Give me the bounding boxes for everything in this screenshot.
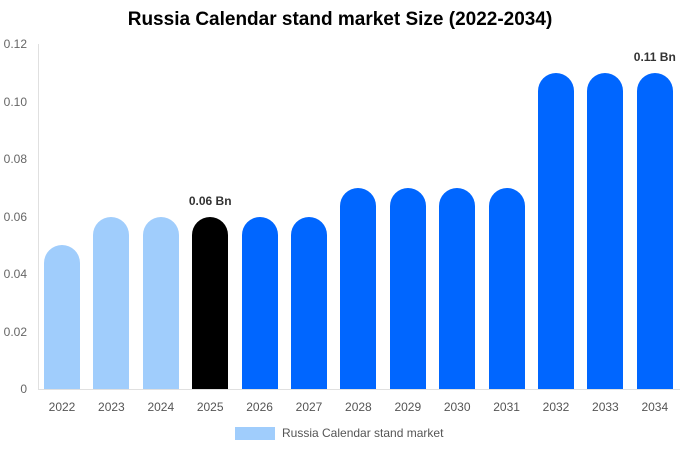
x-axis-line: [38, 389, 680, 390]
x-tick-label: 2024: [147, 400, 175, 414]
x-tick-label: 2030: [443, 400, 471, 414]
bar-2030[interactable]: [439, 187, 476, 389]
x-tick-label: 2034: [641, 400, 669, 414]
x-tick-label: 2025: [196, 400, 224, 414]
bar-2025[interactable]: [192, 216, 229, 389]
bar-2028[interactable]: [340, 187, 377, 389]
y-tick-label: 0.08: [3, 152, 27, 166]
bar-2034[interactable]: [636, 72, 673, 389]
x-tick-label: 2029: [394, 400, 422, 414]
y-tick-label: 0.12: [3, 37, 27, 51]
y-tick-label: 0.02: [3, 324, 27, 339]
x-tick-label: 2032: [542, 400, 570, 414]
x-tick-label: 2023: [98, 400, 125, 414]
bar-2033[interactable]: [587, 72, 624, 389]
x-tick-label: 2028: [345, 400, 372, 414]
bar-2029[interactable]: [389, 187, 426, 389]
x-tick-label: 2031: [493, 400, 520, 414]
data-label-2025: 0.06 Bn: [188, 193, 232, 208]
bar-2031[interactable]: [488, 187, 525, 389]
bar-2032[interactable]: [538, 72, 574, 389]
y-tick-label: 0.06: [3, 209, 27, 224]
chart-title: Russia Calendar stand market Size (2022-…: [127, 9, 553, 30]
bar-2022[interactable]: [44, 245, 80, 389]
bar-2027[interactable]: [291, 216, 327, 389]
y-tick-label: 0: [20, 382, 27, 396]
y-tick-label: 0.04: [3, 267, 27, 281]
x-tick-label: 2033: [592, 400, 619, 414]
legend[interactable]: Russia Calendar stand market: [235, 426, 443, 440]
bar-2024[interactable]: [142, 216, 179, 389]
data-label-2034: 0.11 Bn: [633, 49, 676, 64]
bar-2023[interactable]: [93, 216, 130, 389]
x-tick-label: 2022: [48, 400, 76, 414]
x-tick-label: 2026: [246, 400, 273, 414]
legend-label: Russia Calendar stand market: [282, 426, 444, 440]
y-axis-line: [38, 44, 39, 389]
y-tick-label: 0.10: [3, 94, 27, 109]
legend-swatch: [235, 426, 275, 440]
bar-2026[interactable]: [241, 216, 278, 389]
x-tick-label: 2027: [295, 400, 323, 414]
